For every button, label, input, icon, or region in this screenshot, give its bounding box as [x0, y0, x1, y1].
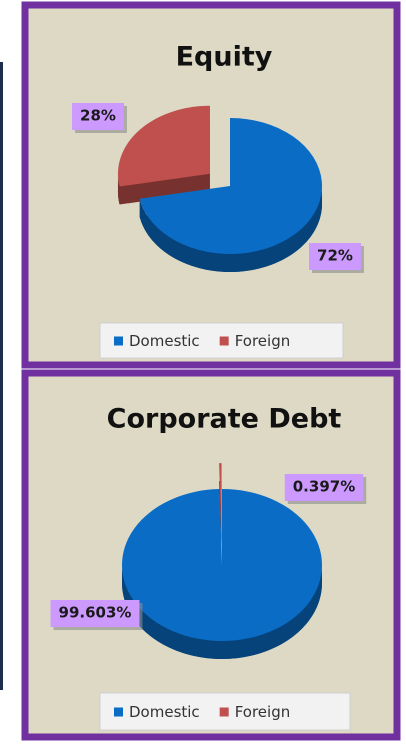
plots: Equity 72% 28% Domestic Foreign Corporate Deb… — [50, 42, 367, 731]
slice — [139, 118, 322, 254]
data-label: 72% — [317, 247, 353, 265]
slice — [117, 105, 210, 187]
data-label: 28% — [80, 107, 116, 125]
legend-label: Foreign — [235, 703, 291, 721]
slice — [121, 489, 322, 641]
label-box — [284, 474, 364, 501]
legend-swatch — [219, 707, 229, 717]
panel — [21, 1, 401, 369]
legend-swatch — [219, 336, 229, 346]
slice — [219, 463, 222, 540]
chart-title: Equity — [176, 42, 273, 73]
legend-label: Domestic — [129, 332, 200, 350]
chart-title: Corporate Debt — [107, 404, 342, 435]
legend-swatch — [114, 336, 123, 346]
slice-side — [122, 565, 322, 659]
data-label: 0.397% — [293, 478, 355, 496]
data-label: 99.603% — [59, 604, 132, 622]
legend-label: Foreign — [235, 332, 291, 350]
label-box — [72, 103, 124, 130]
legend-label: Domestic — [129, 703, 200, 721]
slice-side — [139, 186, 322, 272]
legend-swatch — [114, 707, 123, 717]
label-box — [50, 600, 140, 627]
slice-side — [117, 173, 120, 205]
label-box — [309, 243, 361, 270]
